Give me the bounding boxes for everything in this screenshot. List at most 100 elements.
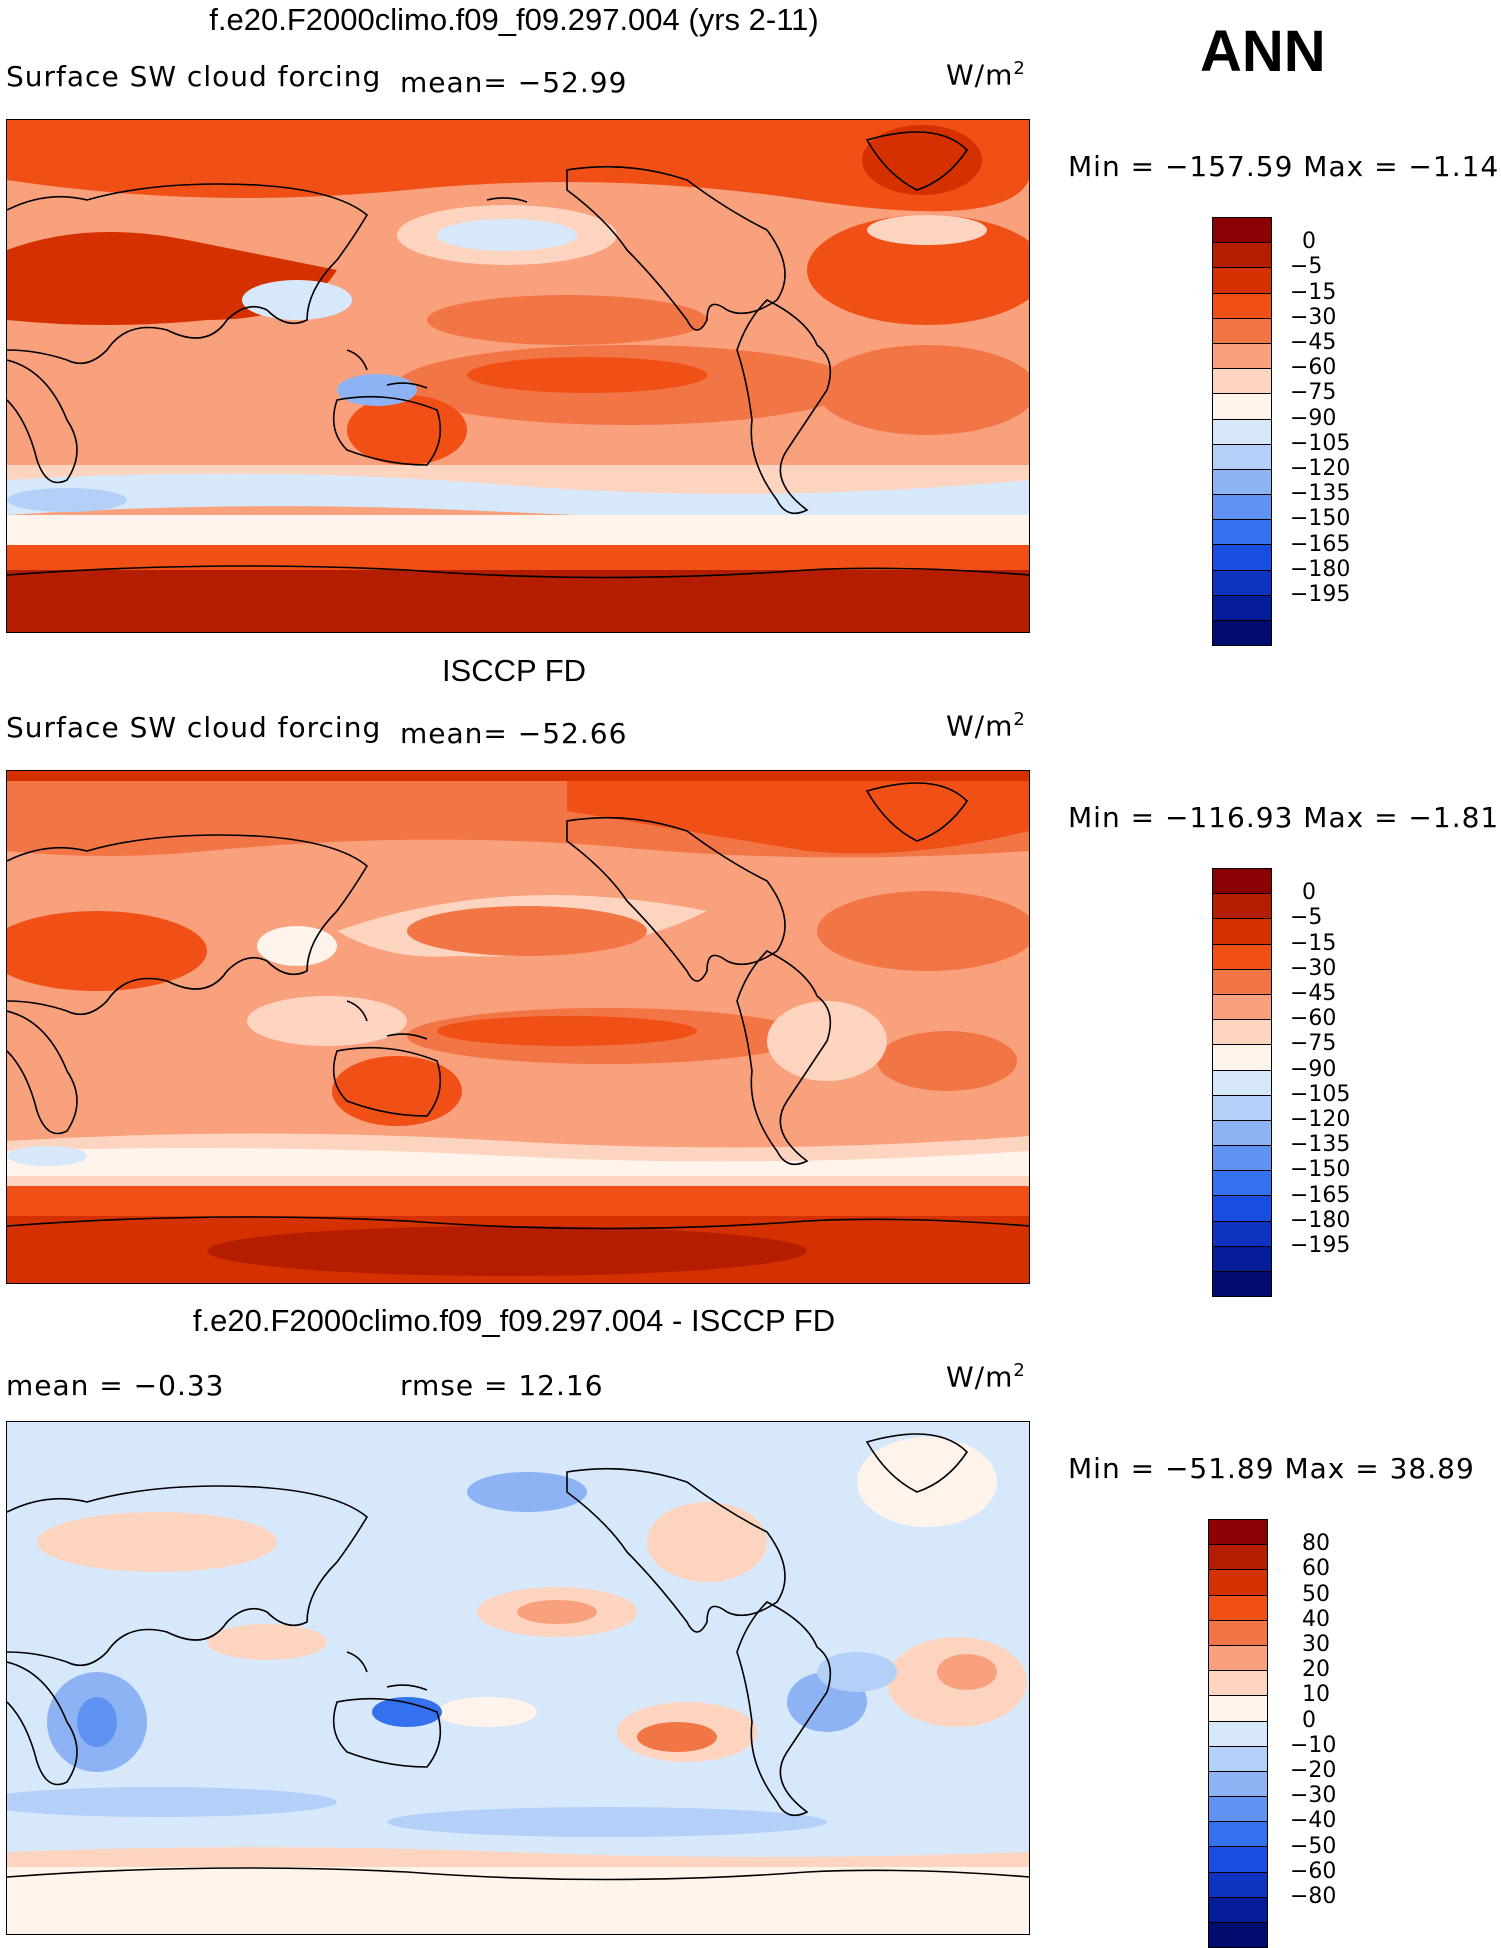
colorbar-tick-label: 60	[1302, 1556, 1330, 1582]
colorbar-swatch	[1208, 1922, 1268, 1948]
colorbar-tick-label: −60	[1290, 355, 1337, 381]
colorbar-tick-label: −105	[1290, 1081, 1351, 1107]
colorbar-swatch	[1208, 1544, 1268, 1570]
colorbar-tick-label: −105	[1290, 430, 1351, 456]
colorbar-swatch	[1212, 943, 1272, 969]
colorbar-swatch	[1212, 1145, 1272, 1171]
colorbar-swatch	[1212, 342, 1272, 369]
colorbar-swatch	[1212, 968, 1272, 994]
panel-1-map	[6, 119, 1030, 633]
colorbar-tick-label: −150	[1290, 506, 1351, 532]
colorbar-tick-label: 0	[1302, 880, 1316, 906]
colorbar-swatch	[1212, 217, 1272, 243]
colorbar-swatch	[1212, 1094, 1272, 1120]
panel-3-units: W/m2	[946, 1360, 1026, 1394]
colorbar-tick-label: −150	[1290, 1157, 1351, 1183]
panel-3-minmax: Min = −51.89 Max = 38.89	[1068, 1452, 1475, 1485]
panel-3-map	[6, 1421, 1030, 1935]
colorbar-swatch	[1212, 993, 1272, 1020]
colorbar-tick-label: −15	[1290, 930, 1337, 956]
colorbar-swatch	[1208, 1670, 1268, 1696]
colorbar-tick-label: 10	[1302, 1682, 1330, 1708]
colorbar-tick-label: −60	[1290, 1858, 1337, 1884]
colorbar-swatch	[1212, 1220, 1272, 1246]
colorbar-tick-label: −75	[1290, 1031, 1337, 1057]
colorbar-swatch	[1208, 1846, 1268, 1872]
colorbar-swatch	[1212, 1245, 1272, 1271]
colorbar-tick-label: −60	[1290, 1006, 1337, 1032]
colorbar-swatch	[1208, 1644, 1268, 1671]
colorbar-swatch	[1208, 1745, 1268, 1771]
colorbar-tick-label: −30	[1290, 304, 1337, 330]
colorbar-swatch	[1208, 1594, 1268, 1620]
colorbar-tick-label: −80	[1290, 1884, 1337, 1909]
colorbar-swatch	[1208, 1796, 1268, 1822]
colorbar-swatch	[1212, 569, 1272, 595]
colorbar-tick-label: −75	[1290, 380, 1337, 406]
colorbar-tick-label: 80	[1302, 1531, 1330, 1557]
colorbar-swatch	[1208, 1896, 1268, 1922]
colorbar-tick-label: −195	[1290, 1233, 1351, 1258]
colorbar-swatch	[1208, 1519, 1268, 1545]
colorbar-swatch	[1212, 1119, 1272, 1146]
colorbar-tick-label: −135	[1290, 1132, 1351, 1158]
colorbar-swatch	[1208, 1695, 1268, 1721]
colorbar-tick-label: −45	[1290, 981, 1337, 1006]
colorbar-tick-label: −40	[1290, 1808, 1337, 1834]
panel-3-colorbar	[1208, 1519, 1268, 1948]
colorbar-tick-label: 20	[1302, 1657, 1330, 1683]
colorbar-tick-label: −50	[1290, 1833, 1337, 1859]
colorbar-tick-label: −120	[1290, 1107, 1351, 1132]
panel-2-title: ISCCP FD	[441, 653, 587, 688]
colorbar-tick-label: −195	[1290, 582, 1351, 607]
panel-1-units: W/m2	[946, 58, 1026, 92]
colorbar-swatch	[1212, 1069, 1272, 1095]
colorbar-swatch	[1212, 292, 1272, 318]
colorbar-swatch	[1212, 594, 1272, 620]
colorbar-tick-label: −30	[1290, 1783, 1337, 1809]
colorbar-tick-label: −90	[1290, 1056, 1337, 1082]
colorbar-tick-label: 30	[1302, 1632, 1330, 1657]
colorbar-swatch	[1212, 368, 1272, 394]
colorbar-swatch	[1212, 1019, 1272, 1045]
colorbar-tick-label: −165	[1290, 531, 1351, 557]
colorbar-swatch	[1208, 1871, 1268, 1897]
colorbar-swatch	[1212, 620, 1272, 647]
colorbar-tick-label: −165	[1290, 1182, 1351, 1208]
panel-2-mean-label: mean= −52.66	[400, 717, 628, 750]
colorbar-tick-label: −15	[1290, 279, 1337, 305]
colorbar-swatch	[1212, 267, 1272, 293]
colorbar-swatch	[1212, 918, 1272, 944]
colorbar-tick-label: 50	[1302, 1581, 1330, 1607]
colorbar-swatch	[1212, 242, 1272, 268]
colorbar-tick-label: 0	[1302, 229, 1316, 255]
colorbar-swatch	[1212, 893, 1272, 919]
colorbar-swatch	[1212, 1170, 1272, 1196]
panel-2-minmax: Min = −116.93 Max = −1.81	[1068, 801, 1500, 834]
panel-1-variable-label: Surface SW cloud forcing	[6, 60, 382, 93]
colorbar-swatch	[1212, 418, 1272, 444]
colorbar-tick-label: −90	[1290, 405, 1337, 431]
panel-3-rmse-label: rmse = 12.16	[400, 1369, 604, 1402]
colorbar-tick-label: −5	[1290, 254, 1323, 280]
colorbar-swatch	[1212, 1044, 1272, 1070]
season-label: ANN	[1200, 19, 1326, 84]
colorbar-tick-label: −10	[1290, 1732, 1337, 1758]
colorbar-tick-label: −45	[1290, 330, 1337, 355]
panel-1-colorbar	[1212, 217, 1272, 647]
panel-2-colorbar	[1212, 868, 1272, 1298]
panel-1-mean-label: mean= −52.99	[400, 66, 628, 99]
panel-1-minmax: Min = −157.59 Max = −1.14	[1068, 150, 1500, 183]
colorbar-swatch	[1212, 443, 1272, 469]
colorbar-swatch	[1212, 317, 1272, 343]
colorbar-swatch	[1212, 544, 1272, 570]
panel-3-mean-label: mean = −0.33	[6, 1369, 225, 1402]
panel-2-units: W/m2	[946, 709, 1026, 743]
colorbar-swatch	[1208, 1770, 1268, 1797]
colorbar-tick-label: 40	[1302, 1606, 1330, 1632]
colorbar-swatch	[1208, 1619, 1268, 1645]
panel-1-title: f.e20.F2000climo.f09_f09.297.004 (yrs 2-…	[209, 2, 819, 37]
colorbar-tick-label: −5	[1290, 905, 1323, 931]
colorbar-swatch	[1212, 393, 1272, 419]
colorbar-tick-label: −180	[1290, 1207, 1351, 1233]
